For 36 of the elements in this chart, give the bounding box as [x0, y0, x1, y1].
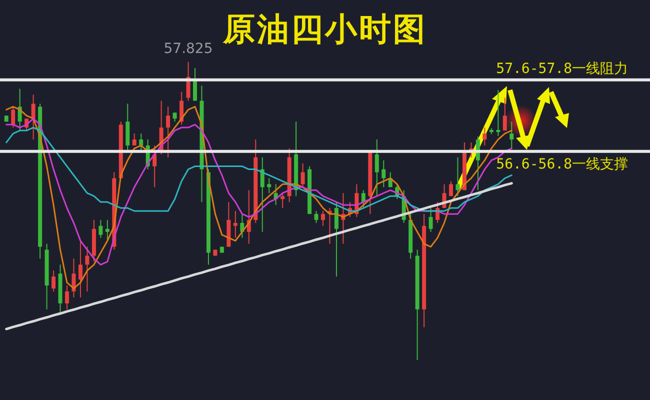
candlestick	[193, 67, 197, 102]
chart-title: 原油四小时图	[223, 10, 427, 48]
candlestick	[139, 133, 144, 152]
candlestick	[382, 160, 386, 188]
candlestick	[334, 202, 338, 278]
annotation: 57.825	[164, 41, 213, 57]
candlestick	[132, 133, 136, 146]
candlestick	[85, 246, 90, 292]
candlestick	[361, 190, 366, 209]
candlestick	[233, 210, 238, 238]
ref-line-label: 57.6-57.8一线阻力	[496, 60, 628, 77]
candlestick	[502, 97, 507, 132]
candlestick	[105, 219, 110, 242]
candlestick	[166, 106, 170, 158]
candlestick	[78, 240, 82, 298]
candlestick	[11, 106, 16, 128]
candlestick	[267, 178, 272, 194]
candlestick	[280, 192, 285, 209]
candlestick	[72, 258, 76, 298]
ref-line-label: 56.6-56.8一线支撑	[496, 156, 628, 172]
candlestick	[456, 156, 460, 197]
candlestick	[152, 144, 157, 188]
candlestick	[126, 103, 130, 152]
candlestick	[482, 127, 487, 146]
candlestick	[31, 94, 36, 140]
candlestick	[321, 210, 325, 226]
candlestick	[428, 208, 433, 232]
candlestick	[314, 210, 318, 224]
candlestick	[496, 90, 500, 136]
candlestick	[52, 270, 56, 292]
candlestick	[374, 138, 379, 197]
candlestick	[98, 219, 103, 238]
candlestick	[65, 285, 69, 310]
candlestick	[510, 121, 514, 149]
candlestick	[449, 180, 453, 197]
candlestick	[300, 162, 305, 188]
